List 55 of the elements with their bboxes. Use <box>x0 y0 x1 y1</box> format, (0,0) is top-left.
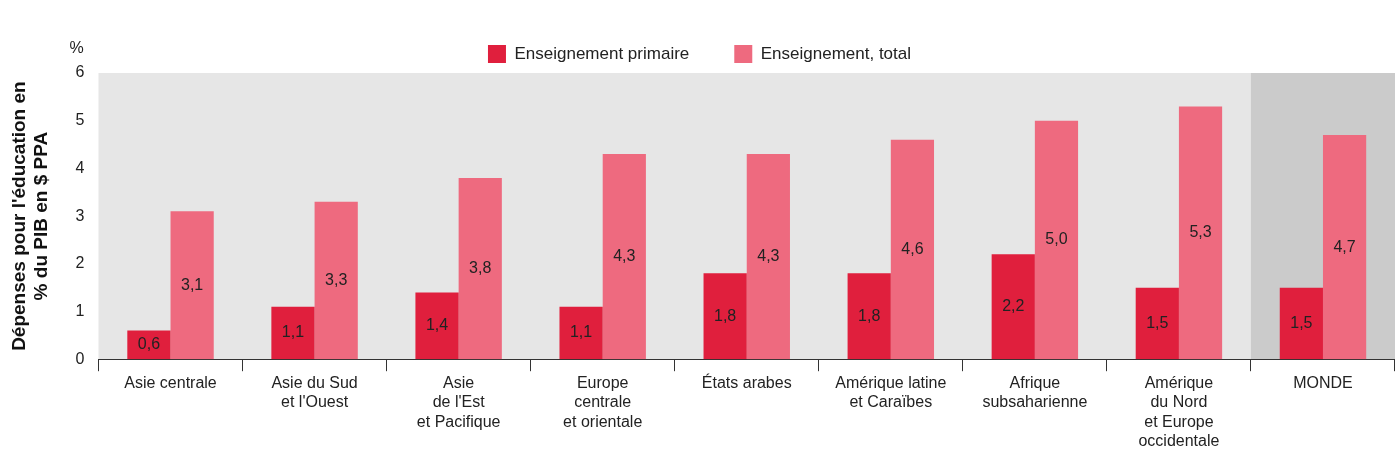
bar <box>602 154 646 360</box>
data-label: 4,6 <box>901 239 924 257</box>
data-label: 3,3 <box>325 270 348 288</box>
data-label: 1,4 <box>425 316 449 334</box>
data-label: 1,5 <box>1290 313 1313 331</box>
bar <box>415 292 459 360</box>
data-label: 4,7 <box>1333 237 1356 255</box>
bar <box>703 273 747 360</box>
legend-label: Enseignement, total <box>760 43 912 63</box>
x-tick-label: Asie centrale <box>124 374 217 392</box>
x-tick-label: Afrique subsaharienne <box>982 374 1088 411</box>
bar <box>314 201 358 360</box>
y-tick-label: 1 <box>75 301 85 319</box>
data-label: 5,0 <box>1045 230 1068 248</box>
text: % <box>69 39 84 57</box>
x-tick-label: Amérique latine et Caraïbes <box>835 374 947 411</box>
x-tick-label: Europe centrale et orientale <box>563 374 643 430</box>
bar <box>991 254 1035 360</box>
bar <box>170 211 214 360</box>
data-label: 4,3 <box>757 247 780 265</box>
bar <box>1034 120 1079 360</box>
x-tick-label: Asie du Sud et l'Ouest <box>271 374 358 411</box>
bar <box>271 306 315 360</box>
bar <box>1322 135 1367 360</box>
data-label: 0,6 <box>137 335 161 353</box>
bar <box>847 273 891 360</box>
data-label: 4,3 <box>613 247 636 265</box>
x-tick-label: Asie de l'Est et Pacifique <box>416 374 501 430</box>
y-tick-label: 3 <box>75 206 85 224</box>
y-tick-label: 6 <box>75 63 85 81</box>
bar <box>1135 287 1179 360</box>
bar <box>559 306 603 360</box>
data-label: 1,8 <box>858 306 881 324</box>
bar <box>1178 106 1223 360</box>
data-label: 3,8 <box>469 258 492 276</box>
y-tick-label: 2 <box>75 254 85 272</box>
bar <box>458 177 502 360</box>
legend-label: Enseignement primaire <box>514 43 690 63</box>
x-tick-label: MONDE <box>1293 374 1353 392</box>
data-label: 1,1 <box>569 323 593 341</box>
y-tick-label: 5 <box>75 111 85 129</box>
data-label: 3,1 <box>181 275 204 293</box>
y-axis-title: Dépenses pour l'éducation en % du PIB en $ PPA <box>7 81 52 351</box>
x-tick-label: Amérique du Nord et Europe occidentale <box>1138 374 1220 449</box>
x-tick-label: États arabes <box>701 373 792 392</box>
data-label: 1,5 <box>1146 313 1169 331</box>
y-tick-label: 4 <box>75 158 85 176</box>
data-label: 1,1 <box>281 323 305 341</box>
bar <box>890 139 935 360</box>
bar <box>746 154 790 360</box>
bar <box>1279 287 1323 360</box>
data-label: 1,8 <box>714 306 737 324</box>
data-label: 2,2 <box>1002 297 1025 315</box>
y-tick-label: 0 <box>75 349 85 367</box>
data-label: 5,3 <box>1189 223 1212 241</box>
